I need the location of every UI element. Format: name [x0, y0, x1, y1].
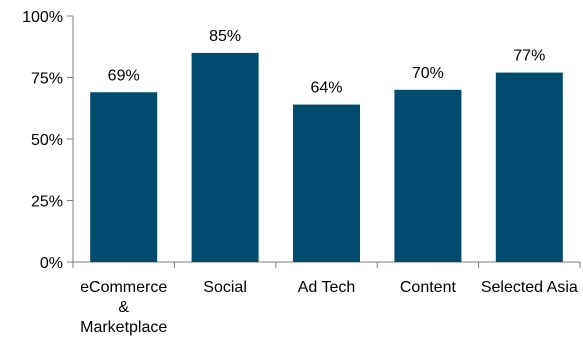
y-tick-label: 100% [22, 9, 63, 26]
y-tick-label: 0% [40, 255, 63, 272]
bar [191, 52, 259, 263]
y-tick-label: 75% [31, 71, 63, 88]
x-tick-label: Social [203, 279, 247, 296]
x-tick-label: eCommerce & Marketplace [80, 279, 167, 336]
x-tick-label: Selected Asia [481, 279, 578, 296]
y-tick-label: 25% [31, 194, 63, 211]
data-label: 85% [209, 28, 241, 45]
x-tick-label-line: Ad Tech [298, 279, 356, 296]
x-tick-label-line: Selected Asia [481, 279, 578, 296]
x-tick-label-line: & [118, 299, 129, 316]
bar [90, 92, 158, 262]
x-tick-label: Content [400, 279, 457, 296]
x-tick-label-line: Content [400, 279, 457, 296]
bar [293, 104, 360, 262]
x-tick-label-line: Social [203, 279, 247, 296]
x-tick-label: Ad Tech [298, 279, 356, 296]
x-tick-label-line: Marketplace [80, 319, 167, 336]
y-tick-label: 50% [31, 132, 63, 149]
bar [394, 89, 462, 262]
x-tick-label-line: eCommerce [80, 279, 167, 296]
bar [495, 72, 563, 262]
data-label: 70% [412, 65, 444, 82]
data-labels: 69% 85% 64% 70% 77% [108, 28, 546, 97]
data-label: 69% [108, 67, 140, 84]
y-axis: 0% 25% 50% 75% 100% [22, 9, 74, 272]
bars [90, 52, 563, 263]
data-label: 77% [513, 48, 545, 65]
data-label: 64% [310, 80, 342, 97]
x-axis: eCommerce & Marketplace Social Ad Tech Conten… [72, 261, 581, 336]
